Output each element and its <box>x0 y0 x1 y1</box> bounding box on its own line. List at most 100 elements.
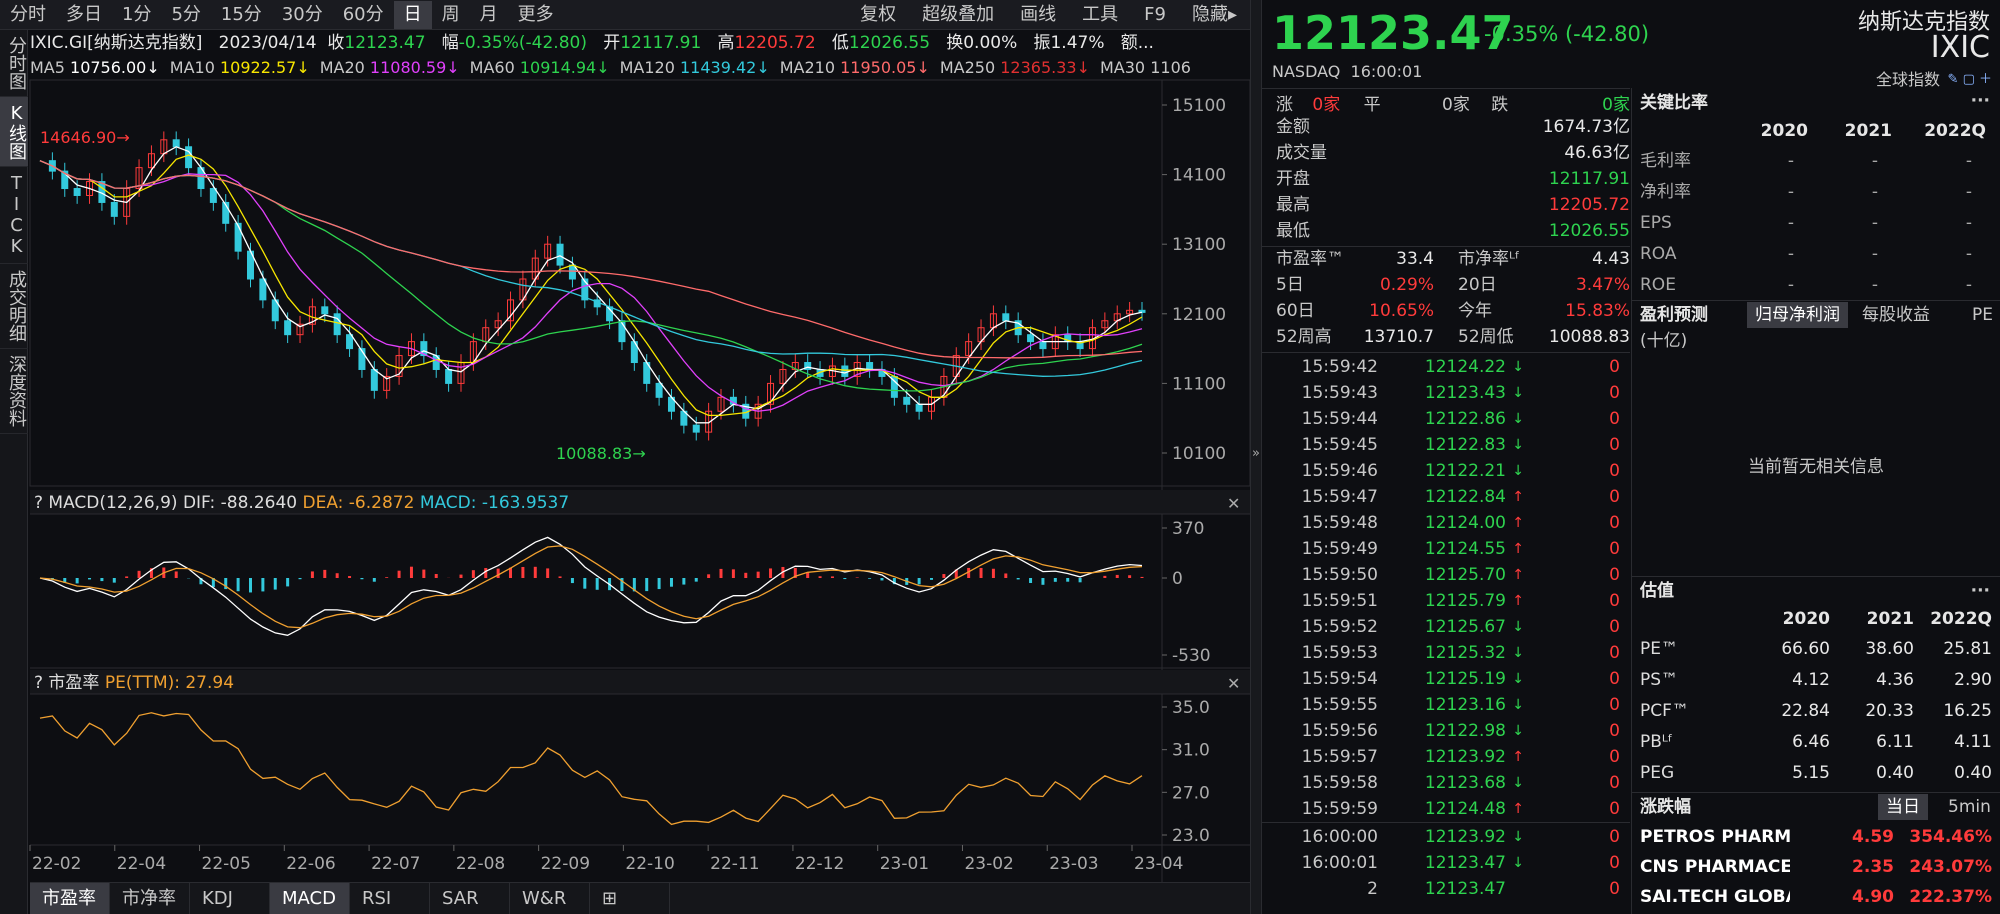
valuation-value: 25.81 <box>1943 639 1992 659</box>
tick-row[interactable]: ↓ 15:59:52 12125.67 0 <box>1262 614 1630 640</box>
tick-row[interactable]: ↓ 16:00:00 12123.92 0 <box>1262 822 1630 850</box>
tick-price: 12123.92 <box>1424 747 1506 767</box>
tick-row[interactable]: ↑ 15:59:48 12124.00 0 <box>1262 510 1630 536</box>
tick-row[interactable]: ↓ 15:59:45 12122.83 0 <box>1262 432 1630 458</box>
candle-body <box>692 424 700 433</box>
tool-button-3[interactable]: 工具 <box>1082 3 1119 25</box>
forecast-tab-2[interactable]: PE <box>1972 305 1993 325</box>
valuation-label: PE™ <box>1640 639 1678 659</box>
indicator-tab-0[interactable]: 市盈率 <box>30 883 110 914</box>
tick-row[interactable]: ↓ 15:59:58 12123.68 0 <box>1262 770 1630 796</box>
forecast-tab-0[interactable]: 归母净利润 <box>1747 302 1848 328</box>
period-tab-8[interactable]: 周 <box>441 3 460 25</box>
ratio-value: - <box>1965 244 1972 264</box>
indicator-tab-4[interactable]: RSI <box>350 883 430 914</box>
candle-body <box>618 320 626 343</box>
ma-line <box>39 160 1143 392</box>
movers-tab-1[interactable]: 5min <box>1948 797 1991 817</box>
mover-name[interactable]: CNS PHARMACEU <box>1640 857 1790 877</box>
period-tab-5[interactable]: 30分 <box>281 3 323 25</box>
ratio-label: 毛利率 <box>1640 151 1691 171</box>
tick-row[interactable]: ↓ 15:59:55 12123.16 0 <box>1262 692 1630 718</box>
tool-button-2[interactable]: 画线 <box>1020 3 1057 25</box>
tick-price: 12123.16 <box>1424 695 1506 715</box>
candle-body <box>110 201 118 217</box>
candle-body <box>222 201 230 224</box>
more-icon[interactable]: ··· <box>1970 91 1990 111</box>
candle-body <box>135 167 143 190</box>
tick-price: 12124.00 <box>1424 513 1506 533</box>
tick-volume: 0 <box>1609 695 1620 715</box>
candle-body <box>259 278 267 301</box>
indicator-tab-6[interactable]: W&R <box>510 883 590 914</box>
pin-icon[interactable]: ✎ ▢ ＋ <box>1947 72 1992 87</box>
tick-row[interactable]: ↑ 15:59:50 12125.70 0 <box>1262 562 1630 588</box>
tick-volume: 0 <box>1609 461 1620 481</box>
period-tab-0[interactable]: 分时 <box>10 3 46 25</box>
candle-body <box>370 368 378 391</box>
tick-row[interactable]: ↓ 15:59:44 12122.86 0 <box>1262 406 1630 432</box>
tick-row[interactable]: ↑ 15:59:59 12124.48 0 <box>1262 796 1630 822</box>
tick-row[interactable]: ↑ 15:59:47 12122.84 0 <box>1262 484 1630 510</box>
tick-row[interactable]: ↑ 15:59:57 12123.92 0 <box>1262 744 1630 770</box>
tool-button-1[interactable]: 超级叠加 <box>922 3 995 25</box>
ma-value: 11950.05↓ <box>840 58 930 77</box>
period-tab-7[interactable]: 日 <box>393 0 432 29</box>
tick-price: 12124.22 <box>1424 357 1506 377</box>
period-tab-6[interactable]: 60分 <box>342 3 384 25</box>
movers-tab-0[interactable]: 当日 <box>1878 794 1928 820</box>
period-tab-1[interactable]: 多日 <box>66 3 102 25</box>
panel-splitter[interactable]: » <box>1250 0 1262 914</box>
side-tab-0[interactable]: 分时图 <box>0 30 28 97</box>
tick-row[interactable]: ↑ 15:59:49 12124.55 0 <box>1262 536 1630 562</box>
tick-price: 12123.92 <box>1424 827 1506 847</box>
indicator-tab-2[interactable]: KDJ <box>190 883 270 914</box>
tick-volume: 0 <box>1609 383 1620 403</box>
indicator-tab-5[interactable]: SAR <box>430 883 510 914</box>
flat-count: 0家 <box>1442 95 1470 115</box>
indicator-tab-1[interactable]: 市净率 <box>110 883 190 914</box>
tick-row[interactable]: ↓ 15:59:53 12125.32 0 <box>1262 640 1630 666</box>
stat-label: 最高 <box>1276 195 1310 215</box>
tick-row[interactable]: ↓ 15:59:43 12123.43 0 <box>1262 380 1630 406</box>
kline-chart[interactable]: 15100 14100 13100 12100 11100 10100 14646.90→ 1… <box>0 0 1250 914</box>
period-tab-3[interactable]: 5分 <box>171 3 201 25</box>
x-tick-label: 23-03 <box>1049 854 1098 874</box>
period-tab-10[interactable]: 更多 <box>517 3 554 25</box>
stat-value: 12026.55 <box>1548 221 1630 241</box>
period-tab-2[interactable]: 1分 <box>122 3 152 25</box>
return-label: 20日 <box>1458 275 1497 295</box>
tool-button-0[interactable]: 复权 <box>860 3 897 25</box>
ma-legend-item: MA250 12365.33↓ <box>940 58 1090 77</box>
tick-row[interactable]: ↓ 16:00:01 12123.47 0 <box>1262 850 1630 876</box>
period-tab-4[interactable]: 15分 <box>220 3 262 25</box>
period-tab-9[interactable]: 月 <box>479 3 498 25</box>
tick-row[interactable]: ↑ 15:59:51 12125.79 0 <box>1262 588 1630 614</box>
ratio-value: - <box>1787 151 1794 171</box>
tick-row[interactable]: ↓ 15:59:46 12122.21 0 <box>1262 458 1630 484</box>
arrow-down-icon: ↓ <box>1512 385 1524 401</box>
add-indicator-icon[interactable]: ⊞ <box>590 883 670 914</box>
tool-button-5[interactable]: 隐藏▸ <box>1191 3 1237 25</box>
ma-label: MA60 <box>469 58 520 77</box>
mover-name[interactable]: PETROS PHARMA <box>1640 827 1790 847</box>
mover-name[interactable]: SAI.TECH GLOBA <box>1640 887 1790 907</box>
side-tab-1[interactable]: K线图 <box>0 97 28 167</box>
indicator-tab-3[interactable]: MACD <box>270 883 350 914</box>
tool-button-4[interactable]: F9 <box>1144 3 1166 25</box>
tick-row[interactable]: ↓ 15:59:42 12124.22 0 <box>1262 354 1630 380</box>
tick-row[interactable]: ↓ 15:59:54 12125.19 0 <box>1262 666 1630 692</box>
side-tab-2[interactable]: TICK <box>0 167 28 264</box>
y-tick-label: 35.0 <box>1172 698 1210 718</box>
more-icon[interactable]: ··· <box>1970 581 1990 601</box>
forecast-tab-1[interactable]: 每股收益 <box>1862 305 1930 325</box>
arrow-down-icon: ↓ <box>1512 619 1524 635</box>
side-tab-3[interactable]: 成交明细 <box>0 264 28 349</box>
tick-time: 2 <box>1367 879 1378 899</box>
tick-row[interactable]: 2 12123.47 0 <box>1262 876 1630 902</box>
open-label: 开 <box>603 33 621 53</box>
tick-row[interactable]: ↓ 15:59:56 12122.98 0 <box>1262 718 1630 744</box>
y-tick-label: 27.0 <box>1172 783 1210 803</box>
x-tick-label: 22-12 <box>795 854 844 874</box>
side-tab-4[interactable]: 深度资料 <box>0 349 28 434</box>
